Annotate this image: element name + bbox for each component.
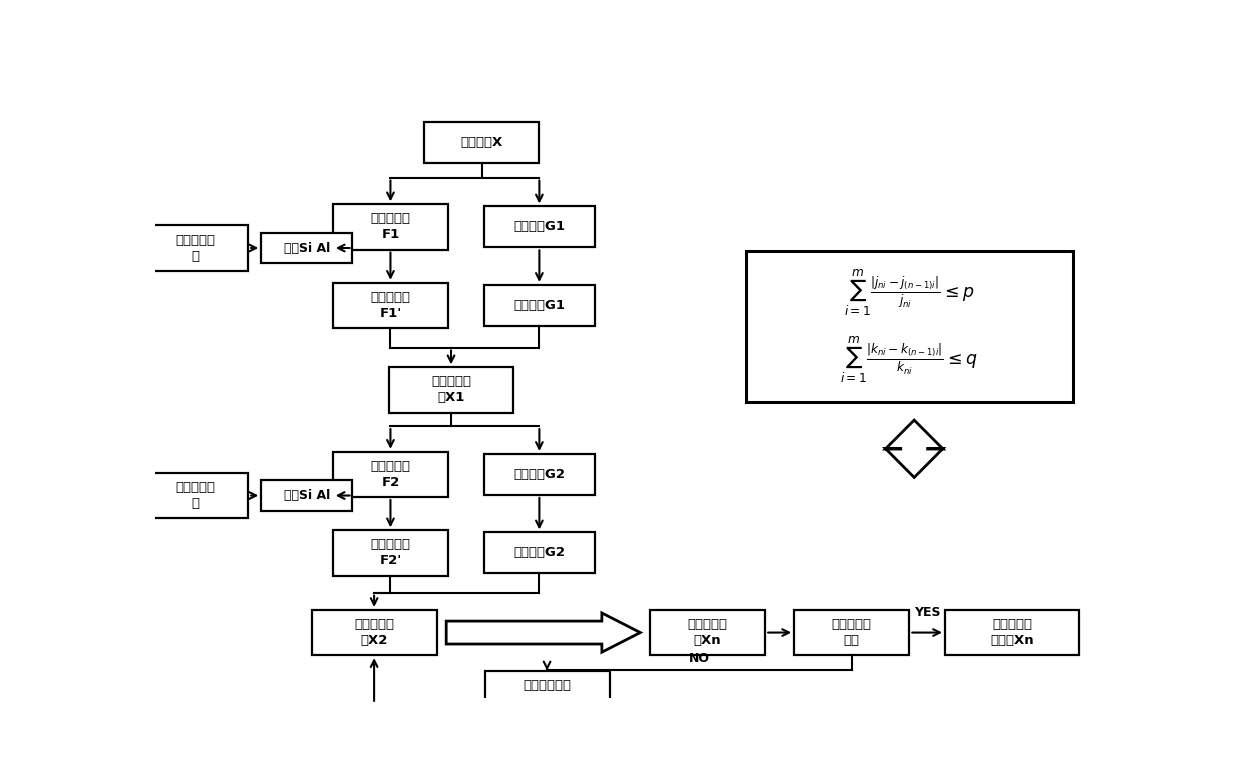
Text: 因子贡献G1: 因子贡献G1 bbox=[513, 299, 565, 312]
Text: 重构受体数
据Xn: 重构受体数 据Xn bbox=[687, 618, 728, 647]
Text: $\sum_{i=1}^{m}\frac{|k_{ni}-k_{(n-1)i}|}{k_{ni}}\leq q$: $\sum_{i=1}^{m}\frac{|k_{ni}-k_{(n-1)i}|… bbox=[841, 335, 978, 385]
Text: 因子成分谱
F1': 因子成分谱 F1' bbox=[371, 291, 410, 320]
Text: 实测源成分
谱: 实测源成分 谱 bbox=[175, 234, 216, 263]
FancyBboxPatch shape bbox=[262, 481, 352, 510]
FancyBboxPatch shape bbox=[262, 233, 352, 263]
Text: 加入Si Al: 加入Si Al bbox=[284, 489, 330, 502]
Text: 因子成分谱
F1: 因子成分谱 F1 bbox=[371, 212, 410, 241]
Text: YES: YES bbox=[914, 606, 940, 619]
FancyBboxPatch shape bbox=[484, 454, 595, 495]
Text: 因子贡献G2: 因子贡献G2 bbox=[513, 468, 565, 481]
Text: 因子贡献G1: 因子贡献G1 bbox=[513, 220, 565, 234]
FancyBboxPatch shape bbox=[143, 225, 248, 270]
FancyBboxPatch shape bbox=[388, 367, 513, 412]
FancyBboxPatch shape bbox=[484, 285, 595, 326]
FancyBboxPatch shape bbox=[484, 532, 595, 573]
FancyBboxPatch shape bbox=[794, 610, 909, 655]
FancyBboxPatch shape bbox=[332, 205, 448, 249]
Text: 因子成分谱
F2': 因子成分谱 F2' bbox=[371, 539, 410, 568]
Text: NO: NO bbox=[689, 652, 711, 666]
Text: 因子贡献G2: 因子贡献G2 bbox=[513, 546, 565, 559]
FancyBboxPatch shape bbox=[746, 251, 1073, 402]
Polygon shape bbox=[885, 420, 944, 477]
FancyBboxPatch shape bbox=[332, 530, 448, 575]
Text: 重构受体数
据X1: 重构受体数 据X1 bbox=[432, 376, 471, 405]
FancyBboxPatch shape bbox=[311, 610, 436, 655]
FancyBboxPatch shape bbox=[332, 452, 448, 497]
Text: 因子成分谱
F2: 因子成分谱 F2 bbox=[371, 460, 410, 489]
FancyBboxPatch shape bbox=[484, 206, 595, 248]
FancyBboxPatch shape bbox=[485, 670, 610, 701]
Text: $\sum_{i=1}^{m}\frac{|j_{ni}-j_{(n-1)i}|}{j_{ni}}\leq p$: $\sum_{i=1}^{m}\frac{|j_{ni}-j_{(n-1)i}|… bbox=[844, 268, 975, 318]
Text: 加入Si Al: 加入Si Al bbox=[284, 241, 330, 255]
FancyBboxPatch shape bbox=[945, 610, 1080, 655]
FancyBboxPatch shape bbox=[424, 122, 539, 163]
Text: 重复迭代计算: 重复迭代计算 bbox=[523, 679, 572, 692]
Text: 输出重构受
体数据Xn: 输出重构受 体数据Xn bbox=[991, 618, 1034, 647]
Text: 实测源成分
谱: 实测源成分 谱 bbox=[175, 481, 216, 510]
FancyBboxPatch shape bbox=[332, 283, 448, 328]
FancyBboxPatch shape bbox=[650, 610, 765, 655]
Text: 受体数据X: 受体数据X bbox=[460, 136, 503, 149]
FancyBboxPatch shape bbox=[143, 473, 248, 518]
Text: 重构受体数
据X2: 重构受体数 据X2 bbox=[355, 618, 394, 647]
Polygon shape bbox=[446, 613, 640, 652]
Text: 满足限制条
件？: 满足限制条 件？ bbox=[832, 618, 872, 647]
